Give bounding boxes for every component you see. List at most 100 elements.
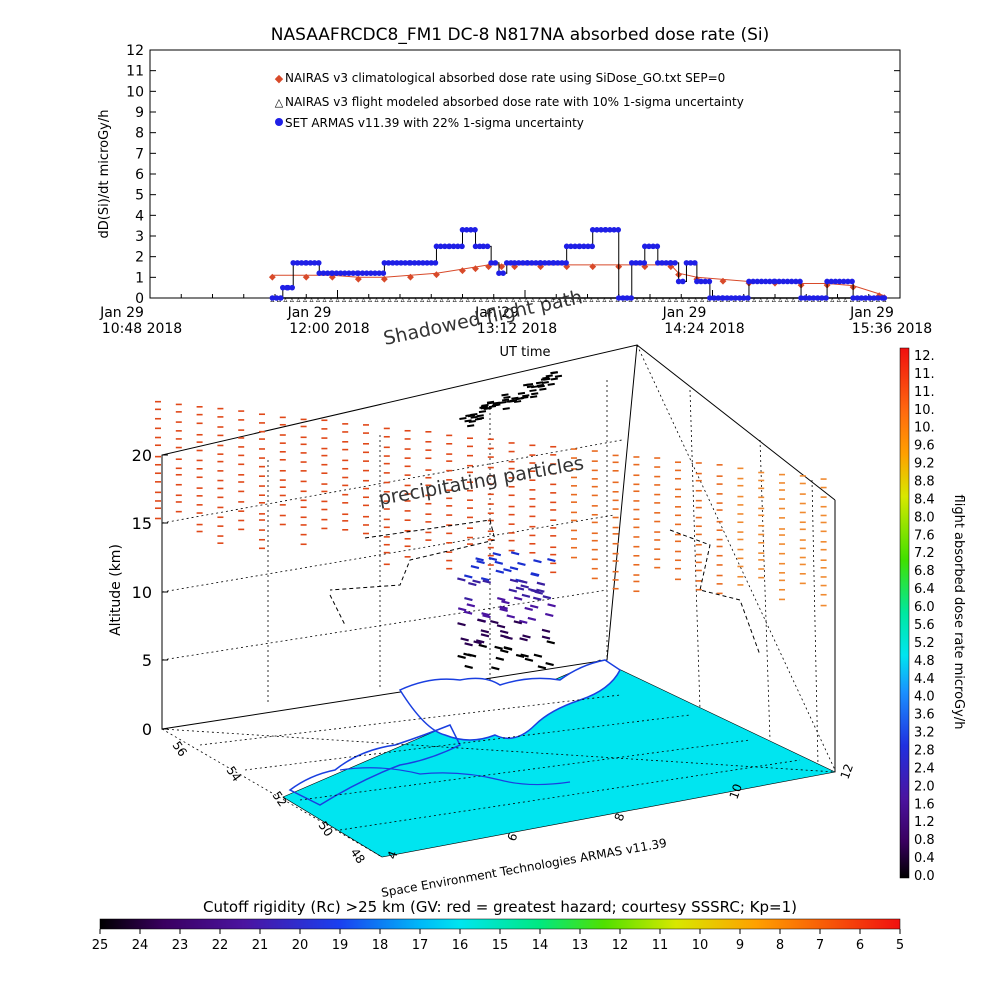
dose-rate-colorbar: 12. 11. 11. 10. 10. 9.6 9.2 8.8 8.4 8.0 7.6 7.2 6.8 6… (899, 347, 966, 884)
dose-rate-colorbar-gradient (899, 347, 910, 879)
annotation-precipitating-particles: precipitating particles (377, 452, 585, 510)
legend-marker-flight: △ (275, 96, 284, 109)
data-point-clim: ◆ (472, 264, 479, 274)
data-point-flight: ▵ (674, 295, 678, 304)
shadowed-track-marker (542, 376, 550, 380)
data-point-armas (480, 243, 487, 250)
dose-track-marker (472, 579, 481, 584)
data-point-armas (437, 243, 444, 250)
dose-rate-tick-label: 1.2 (914, 815, 935, 830)
data-point-flight: ▵ (576, 295, 580, 304)
data-point-flight: ▵ (687, 295, 691, 304)
data-point-armas (628, 295, 635, 301)
dose-track-marker (544, 612, 554, 617)
data-point-armas (303, 260, 310, 266)
shadowed-track-marker (537, 384, 545, 388)
dose-rate-tick-label: 6.0 (914, 600, 935, 615)
rigidity-tick-label: 11 (652, 938, 669, 953)
dose-rate-tick-label: 5.6 (914, 618, 935, 633)
x-tick-label: Jan 29 (287, 305, 332, 321)
data-point-armas (598, 227, 604, 233)
data-point-armas (389, 260, 396, 266)
legend-entry-flight: NAIRAS v3 flight modeled absorbed dose r… (285, 95, 744, 109)
rigidity-tick-label: 17 (412, 938, 429, 953)
rigidity-tick-label: 20 (292, 938, 309, 953)
rigidity-tick-label: 7 (816, 938, 824, 953)
dose-track-marker (490, 619, 499, 625)
dose-rate-tick-label: 9.2 (914, 457, 935, 472)
data-point-armas (650, 243, 656, 250)
data-point-armas (402, 260, 409, 266)
data-point-armas (563, 243, 570, 250)
data-point-flight: ▵ (335, 295, 339, 304)
data-point-armas (706, 278, 713, 285)
shadowed-track-marker (470, 415, 478, 419)
dose-track-marker (499, 629, 509, 635)
data-point-armas (415, 260, 422, 266)
rigidity-tick-label: 12 (612, 938, 629, 953)
data-point-armas (273, 295, 280, 301)
data-point-armas (294, 260, 301, 266)
dose-track-marker (503, 568, 512, 573)
data-point-armas (559, 260, 565, 266)
data-point-armas (280, 284, 286, 291)
data-point-flight: ▵ (655, 295, 659, 304)
y-tick-label: 0 (135, 291, 144, 307)
data-point-flight: ▵ (290, 295, 294, 304)
shadowed-track-marker (502, 407, 510, 411)
dose-track-marker (513, 596, 523, 601)
dose-track-marker (475, 557, 484, 562)
data-point-armas (611, 227, 617, 233)
data-point-armas (655, 260, 661, 266)
data-point-armas (746, 278, 752, 285)
altitude-tick-label: 5 (142, 651, 152, 670)
data-point-clim: ◆ (459, 266, 466, 276)
rigidity-tick-label: 25 (92, 938, 109, 953)
data-point-flight: ▵ (505, 295, 509, 304)
data-point-flight: ▵ (596, 295, 600, 304)
y-tick-label: 7 (135, 146, 144, 162)
shadowed-track-marker (554, 374, 563, 378)
data-point-armas (615, 295, 622, 301)
data-point-armas (594, 227, 600, 233)
data-point-flight: ▵ (563, 295, 567, 304)
series-armas (269, 227, 888, 301)
y-tick-label: 6 (135, 167, 144, 183)
y-tick-label: 9 (135, 105, 144, 121)
rigidity-tick-label: 13 (572, 938, 589, 953)
data-point-armas (337, 270, 344, 277)
data-point-armas (823, 295, 829, 301)
x-tick-label: 14:24 2018 (664, 321, 744, 337)
dose-track-marker (480, 577, 490, 582)
data-point-armas (533, 260, 539, 266)
x-tick-label: 15:36 2018 (852, 321, 932, 337)
data-point-flight: ▵ (349, 295, 353, 304)
data-point-armas (320, 270, 327, 277)
data-point-armas (832, 278, 839, 285)
rigidity-tick-label: 19 (332, 938, 349, 953)
data-point-armas (732, 295, 739, 301)
data-point-armas (862, 295, 869, 301)
dose-rate-tick-label: 0.8 (914, 833, 935, 848)
data-point-armas (555, 260, 561, 266)
data-point-armas (581, 243, 587, 250)
dose-track-marker (476, 559, 485, 565)
data-point-flight: ▵ (329, 295, 333, 304)
dose-track-marker (457, 577, 466, 582)
data-point-flight: ▵ (375, 295, 379, 304)
data-point-armas (455, 243, 461, 250)
data-point-flight: ▵ (296, 295, 300, 304)
data-point-flight: ▵ (472, 295, 476, 304)
y-tick-label: 2 (135, 250, 144, 266)
data-point-armas (845, 278, 851, 285)
y-tick-label: 1 (135, 270, 144, 286)
rigidity-tick-label: 16 (452, 938, 469, 953)
x-tick-label: 10:48 2018 (102, 321, 182, 337)
x-tick-label: 13:12 2018 (477, 321, 557, 337)
data-point-armas (298, 260, 305, 266)
dose-track-marker (477, 618, 486, 623)
rigidity-tick-label: 23 (172, 938, 189, 953)
dose-rate-tick-label: 11. (914, 367, 935, 382)
data-point-flight: ▵ (381, 295, 385, 304)
